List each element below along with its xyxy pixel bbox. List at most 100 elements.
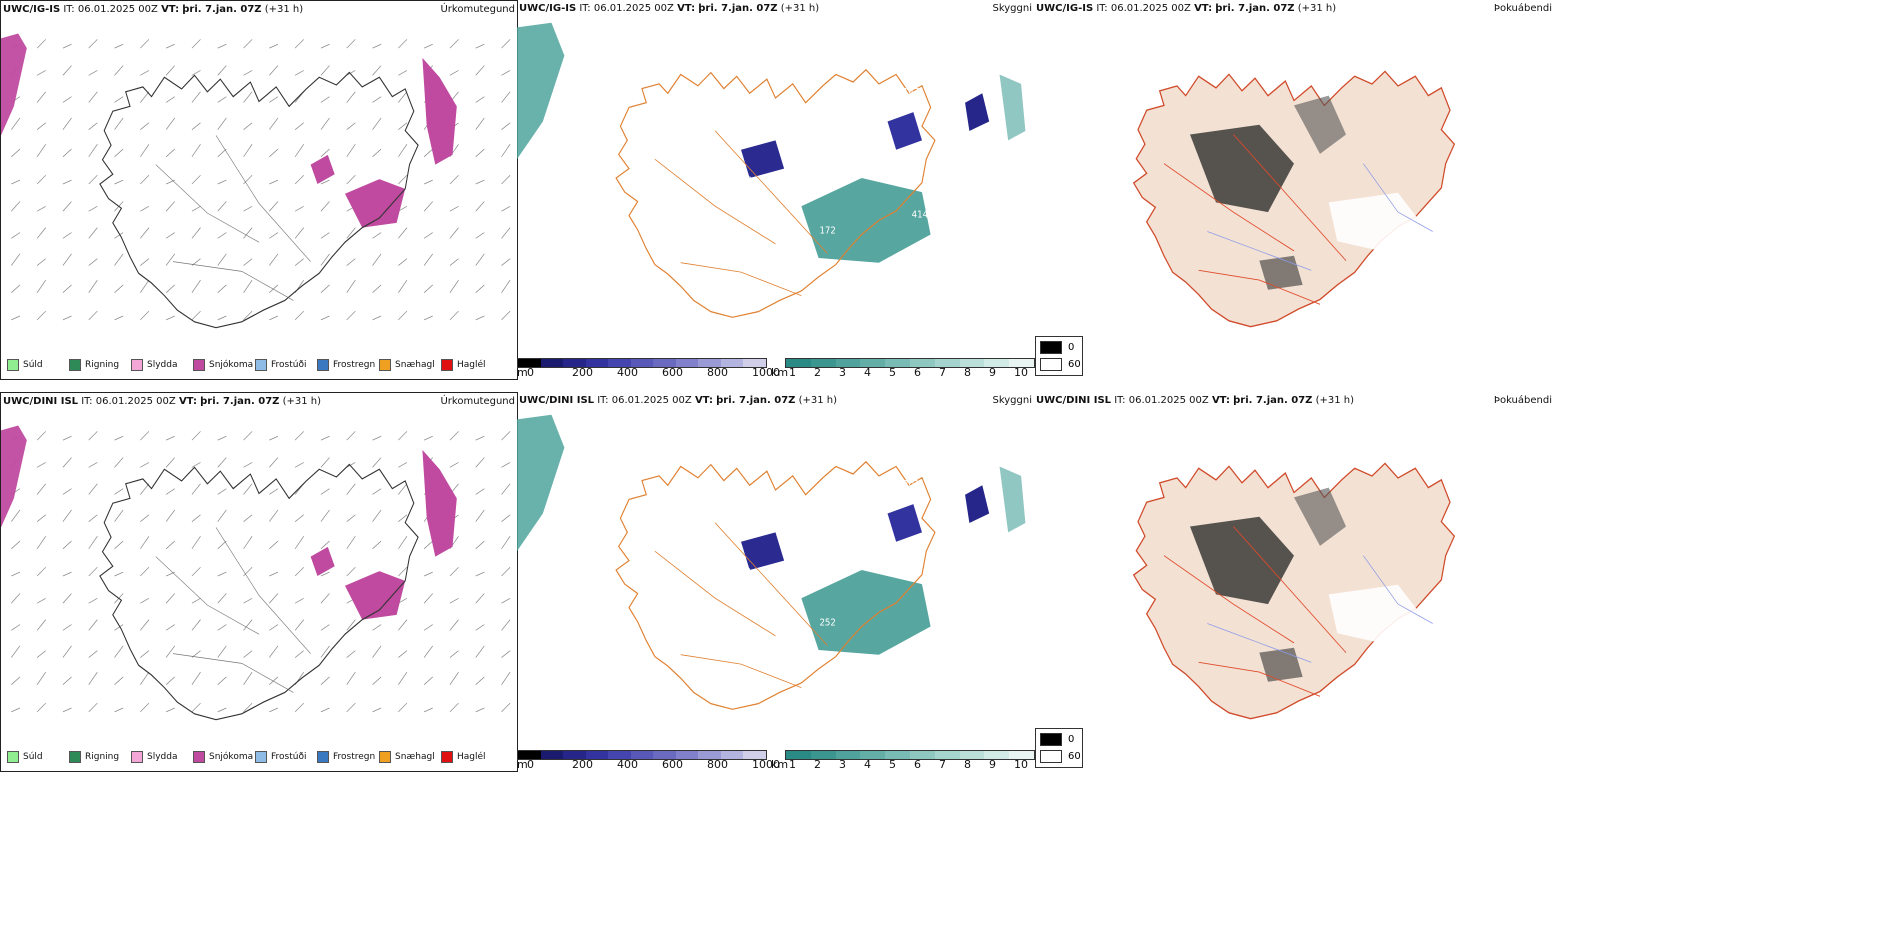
ceiling-value-label: 147 [903,88,919,98]
ceiling-value-label: 140 [736,176,753,186]
field-title: Skyggni [992,3,1032,14]
precip-legend: Súld Rigning Slydda Snjókoma Frostúði Frostre… [7,359,507,373]
ceiling-value-label: 414 [912,210,929,220]
precip-swatch [441,359,453,371]
visibility-tick: 9 [989,758,996,771]
visibility-tick: 2 [814,366,821,379]
precip-legend-item: Snjókoma [193,359,253,371]
ceiling-value-label: 88 [577,591,588,601]
visibility-tick: 3 [839,366,846,379]
ceiling-tick: 1000 [752,366,780,379]
precip-legend-item: Frostregn [317,751,375,763]
run-info: UWC/IG-IS IT: 06.01.2025 00Z VT: þri. 7.… [3,4,304,15]
ceiling-value-label: 122 [577,199,593,209]
field-title: Skyggni [992,395,1032,406]
visibility-panel: UWC/DINI ISL IT: 06.01.2025 00Z VT: þri.… [517,392,1035,771]
visibility-tick: 4 [864,758,871,771]
ceiling-value-label: 427 [828,160,844,170]
ceiling-value-label: 999 [569,77,586,87]
run-info: UWC/DINI ISL IT: 06.01.2025 00Z VT: þri.… [3,396,322,407]
precip-legend-item: Snæhagl [379,359,435,371]
ceiling-value-label: 209 [907,541,924,551]
ceiling-unit: m [517,758,528,771]
ceiling-tick: 400 [617,366,638,379]
precip-legend-item: Rigning [69,751,119,763]
run-info: UWC/DINI ISL IT: 06.01.2025 00Z VT: þri.… [519,395,838,406]
precip-legend-item: Slydda [131,751,177,763]
ceiling-value-label: 218 [740,630,757,640]
panel-header: UWC/DINI ISL IT: 06.01.2025 00Z VT: þri.… [1,393,517,409]
precip-map [1,425,511,721]
visibility-unit: km [771,366,789,379]
visibility-tick: 3 [839,758,846,771]
panel-header: UWC/IG-IS IT: 06.01.2025 00Z VT: þri. 7.… [517,0,1034,16]
precip-swatch [379,751,391,763]
precip-swatch [255,359,267,371]
precip-map [1,33,511,329]
fog-legend: 0 60 [1035,728,1083,768]
ceiling-tick: 400 [617,758,638,771]
precip-legend: Súld Rigning Slydda Snjókoma Frostúði Frostre… [7,751,507,765]
ceiling-value-label: 60 [744,502,755,512]
visibility-colorbar [785,358,1035,368]
precip-swatch [317,751,329,763]
visibility-tick: 6 [914,758,921,771]
ceiling-tick: 0 [527,366,534,379]
precip-swatch [7,359,19,371]
run-info: UWC/IG-IS IT: 06.01.2025 00Z VT: þri. 7.… [519,3,820,14]
precip-legend-item: Súld [7,359,43,371]
visibility-tick: 4 [864,366,871,379]
ceiling-value-label: 47 [744,110,755,120]
visibility-tick: 6 [914,366,921,379]
ceiling-value-label: 201 [903,480,919,490]
ceiling-colorbar [517,358,767,368]
ceiling-value-label: 493 [661,641,678,651]
precip-legend-item: Slydda [131,359,177,371]
ceiling-colorbar [517,750,767,760]
precip-swatch [441,751,453,763]
visibility-colorbar [785,750,1035,760]
panel-header: UWC/IG-IS IT: 06.01.2025 00Z VT: þri. 7.… [1034,0,1554,16]
precip-legend-item: Súld [7,751,43,763]
ceiling-value-label: 81 [582,260,593,270]
ceiling-value-label: 219 [573,138,590,148]
precip-swatch [131,359,143,371]
precip-swatch [7,751,19,763]
visibility-tick: 8 [964,758,971,771]
fog-map [1132,462,1456,720]
panel-header: UWC/DINI ISL IT: 06.01.2025 00Z VT: þri.… [1034,392,1554,408]
fog-swatch [1040,358,1062,371]
ceiling-tick: 800 [707,758,728,771]
ceiling-tick: 200 [572,366,593,379]
ceiling-tick: 600 [662,366,683,379]
precip-type-panel: UWC/DINI ISL IT: 06.01.2025 00Z VT: þri.… [0,392,518,772]
ceiling-tick: 800 [707,366,728,379]
precip-swatch [131,751,143,763]
fog-panel: UWC/IG-IS IT: 06.01.2025 00Z VT: þri. 7.… [1034,0,1554,378]
precip-swatch [193,359,205,371]
precip-swatch [69,751,81,763]
fog-swatch [1040,750,1062,763]
ceiling-value-label: 279 [652,518,669,528]
run-info: UWC/DINI ISL IT: 06.01.2025 00Z VT: þri.… [1036,395,1355,406]
visibility-panel: UWC/IG-IS IT: 06.01.2025 00Z VT: þri. 7.… [517,0,1035,379]
ceiling-value-label: 220 [740,238,757,248]
visibility-tick: 7 [939,758,946,771]
fog-panel: UWC/DINI ISL IT: 06.01.2025 00Z VT: þri.… [1034,392,1554,770]
visibility-tick: 1 [789,758,796,771]
field-title: Úrkomutegund [440,396,515,407]
ceiling-tick: 0 [527,758,534,771]
ceiling-tick: 600 [662,758,683,771]
visibility-map: 190 279 261 252 201 460 243 218 141 209 88 493 60 [517,414,1026,710]
visibility-tick: 2 [814,758,821,771]
ceiling-value-label: 57 [652,126,663,136]
field-title: Þokuábendi [1493,3,1552,14]
precip-swatch [379,359,391,371]
ceiling-value-label: 460 [573,530,590,540]
ceiling-tick: 200 [572,758,593,771]
precip-swatch [193,751,205,763]
precip-type-panel: UWC/IG-IS IT: 06.01.2025 00Z VT: þri. 7.… [0,0,518,380]
precip-legend-item: Frostúði [255,359,306,371]
ceiling-value-label: 190 [569,469,586,479]
visibility-tick: 5 [889,758,896,771]
